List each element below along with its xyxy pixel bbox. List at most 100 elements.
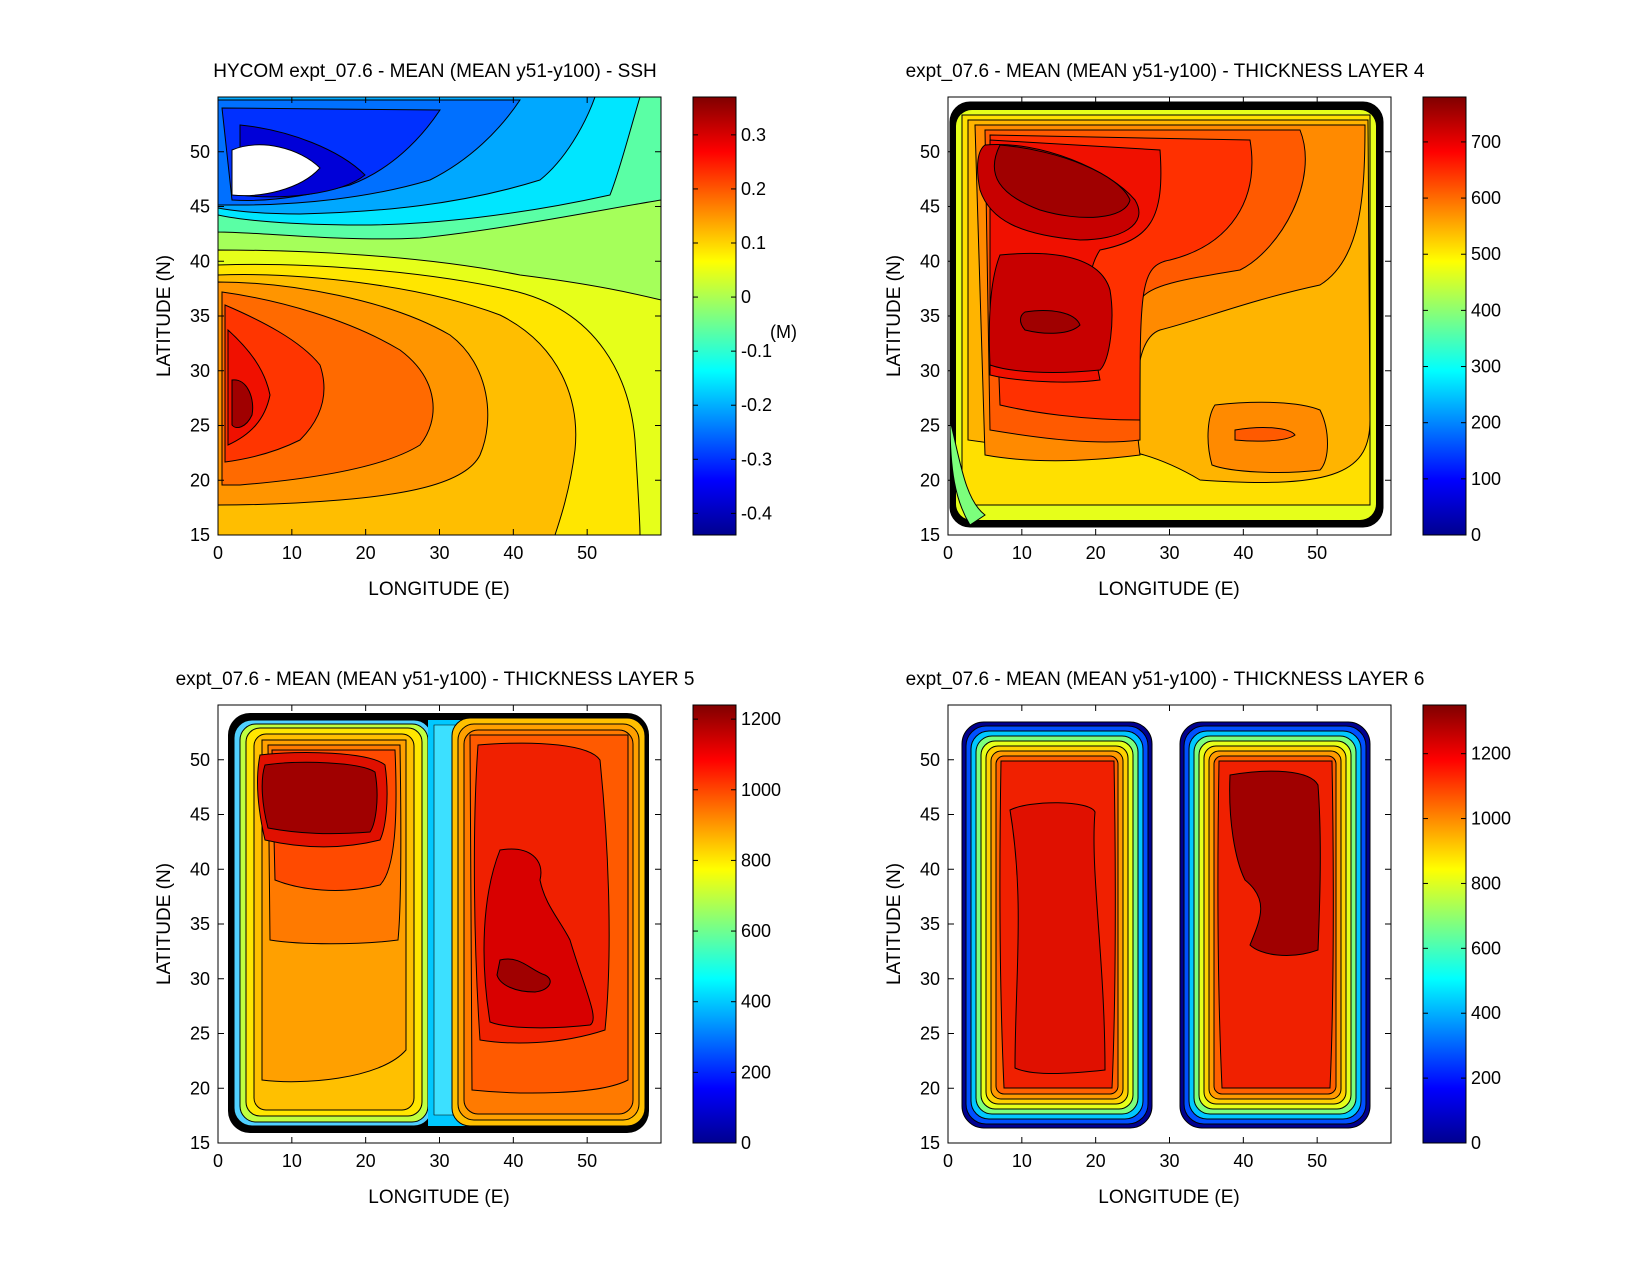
x-axis-label: LONGITUDE (E) <box>368 1187 509 1208</box>
x-tick-label: 20 <box>356 543 376 563</box>
colorbar-tick-label: 600 <box>1471 188 1501 208</box>
y-tick-label: 50 <box>190 750 210 770</box>
colorbar-tick-label: 0 <box>1471 525 1481 545</box>
y-tick-label: 40 <box>190 251 210 271</box>
x-tick-label: 50 <box>577 1151 597 1171</box>
colorbar-tick-label: 100 <box>1471 469 1501 489</box>
colorbar <box>692 96 737 536</box>
panel-thickness-layer-6: expt_07.6 - MEAN (MEAN y51-y100) - THICK… <box>884 669 1511 1208</box>
y-tick-label: 20 <box>190 470 210 490</box>
y-tick-label: 20 <box>190 1078 210 1098</box>
colorbar-tick-label: 200 <box>1471 413 1501 433</box>
x-tick-label: 0 <box>213 543 223 563</box>
y-ticks: 15 20 25 30 35 40 45 50 <box>920 750 1391 1153</box>
y-tick-label: 45 <box>920 805 940 825</box>
y-tick-label: 40 <box>920 859 940 879</box>
x-tick-label: 40 <box>1233 1151 1253 1171</box>
y-tick-label: 40 <box>920 251 940 271</box>
y-tick-label: 50 <box>920 750 940 770</box>
x-tick-label: 0 <box>943 1151 953 1171</box>
y-tick-label: 15 <box>190 1133 210 1153</box>
colorbar-ticks: 0 200 400 600 800 1000 1200 <box>693 709 781 1153</box>
y-tick-label: 50 <box>920 142 940 162</box>
colorbar-tick-label: 0.3 <box>741 125 766 145</box>
y-tick-label: 35 <box>920 306 940 326</box>
x-tick-label: 30 <box>429 543 449 563</box>
colorbar-tick-label: 200 <box>1471 1068 1501 1088</box>
colorbar-ticks: 0 200 400 600 800 1000 1200 <box>1423 744 1511 1153</box>
colorbar-tick-label: -0.1 <box>741 341 772 361</box>
colorbar-tick-label: 1000 <box>1471 809 1511 829</box>
x-tick-label: 50 <box>577 543 597 563</box>
colorbar-tick-label: 0 <box>1471 1133 1481 1153</box>
x-tick-label: 40 <box>503 1151 523 1171</box>
x-tick-label: 10 <box>1012 543 1032 563</box>
y-tick-label: 35 <box>190 306 210 326</box>
x-ticks: 0 10 20 30 40 50 <box>213 705 597 1171</box>
y-tick-label: 30 <box>190 361 210 381</box>
x-tick-label: 40 <box>503 543 523 563</box>
y-tick-label: 50 <box>190 142 210 162</box>
colorbar-tick-label: 1200 <box>1471 744 1511 764</box>
x-axis-label: LONGITUDE (E) <box>1098 1187 1239 1208</box>
panel-ssh: HYCOM expt_07.6 - MEAN (MEAN y51-y100) -… <box>154 61 797 600</box>
colorbar-tick-label: -0.4 <box>741 503 772 523</box>
y-tick-label: 25 <box>190 416 210 436</box>
colorbar-tick-label: 200 <box>741 1062 771 1082</box>
layer4-field <box>948 97 1391 535</box>
x-tick-label: 50 <box>1307 1151 1327 1171</box>
y-tick-label: 35 <box>190 914 210 934</box>
y-axis-label: LATITUDE (N) <box>154 863 175 985</box>
colorbar-tick-label: 1200 <box>741 709 781 729</box>
y-tick-label: 45 <box>190 197 210 217</box>
panel-title: HYCOM expt_07.6 - MEAN (MEAN y51-y100) -… <box>213 61 656 82</box>
y-tick-label: 30 <box>920 969 940 989</box>
x-tick-label: 10 <box>282 543 302 563</box>
x-tick-label: 30 <box>1159 543 1179 563</box>
colorbar-tick-label: 0.2 <box>741 179 766 199</box>
colorbar-unit: (M) <box>770 322 797 342</box>
colorbar-ticks: 0 100 200 300 400 500 600 700 <box>1423 132 1501 545</box>
y-ticks: 15 20 25 30 35 40 45 50 <box>920 142 1391 545</box>
y-axis-label: LATITUDE (N) <box>884 255 905 377</box>
y-tick-label: 20 <box>920 1078 940 1098</box>
y-ticks: 15 20 25 30 35 40 45 50 <box>190 750 661 1153</box>
colorbar-tick-label: 500 <box>1471 244 1501 264</box>
y-tick-label: 25 <box>920 416 940 436</box>
x-axis-label: LONGITUDE (E) <box>1098 579 1239 600</box>
colorbar-tick-label: 600 <box>741 921 771 941</box>
x-tick-label: 10 <box>1012 1151 1032 1171</box>
y-tick-label: 15 <box>190 525 210 545</box>
colorbar <box>692 704 737 1144</box>
colorbar-tick-label: 0.1 <box>741 233 766 253</box>
colorbar-tick-label: 800 <box>1471 873 1501 893</box>
colorbar-tick-label: 600 <box>1471 938 1501 958</box>
y-axis-label: LATITUDE (N) <box>154 255 175 377</box>
x-tick-label: 40 <box>1233 543 1253 563</box>
colorbar-tick-label: 0 <box>741 1133 751 1153</box>
x-tick-label: 20 <box>1086 543 1106 563</box>
panel-thickness-layer-5: expt_07.6 - MEAN (MEAN y51-y100) - THICK… <box>154 669 781 1208</box>
y-tick-label: 15 <box>920 1133 940 1153</box>
x-tick-label: 30 <box>1159 1151 1179 1171</box>
x-tick-label: 50 <box>1307 543 1327 563</box>
colorbar-tick-label: 400 <box>1471 1003 1501 1023</box>
ssh-field <box>218 97 661 535</box>
layer5-field <box>218 705 661 1143</box>
y-tick-label: 30 <box>190 969 210 989</box>
colorbar-tick-label: 400 <box>1471 300 1501 320</box>
x-ticks: 0 10 20 30 40 50 <box>943 705 1327 1171</box>
x-tick-label: 20 <box>1086 1151 1106 1171</box>
y-tick-label: 25 <box>920 1024 940 1044</box>
y-tick-label: 40 <box>190 859 210 879</box>
colorbar-tick-label: 0 <box>741 287 751 307</box>
colorbar-tick-label: 800 <box>741 850 771 870</box>
y-tick-label: 35 <box>920 914 940 934</box>
x-ticks: 0 10 20 30 40 50 <box>943 97 1327 563</box>
colorbar-ticks: -0.4 -0.3 -0.2 -0.1 0 0.1 0.2 0.3 <box>693 125 772 523</box>
y-axis-label: LATITUDE (N) <box>884 863 905 985</box>
y-tick-label: 45 <box>920 197 940 217</box>
panel-title: expt_07.6 - MEAN (MEAN y51-y100) - THICK… <box>906 669 1425 690</box>
x-axis-label: LONGITUDE (E) <box>368 579 509 600</box>
